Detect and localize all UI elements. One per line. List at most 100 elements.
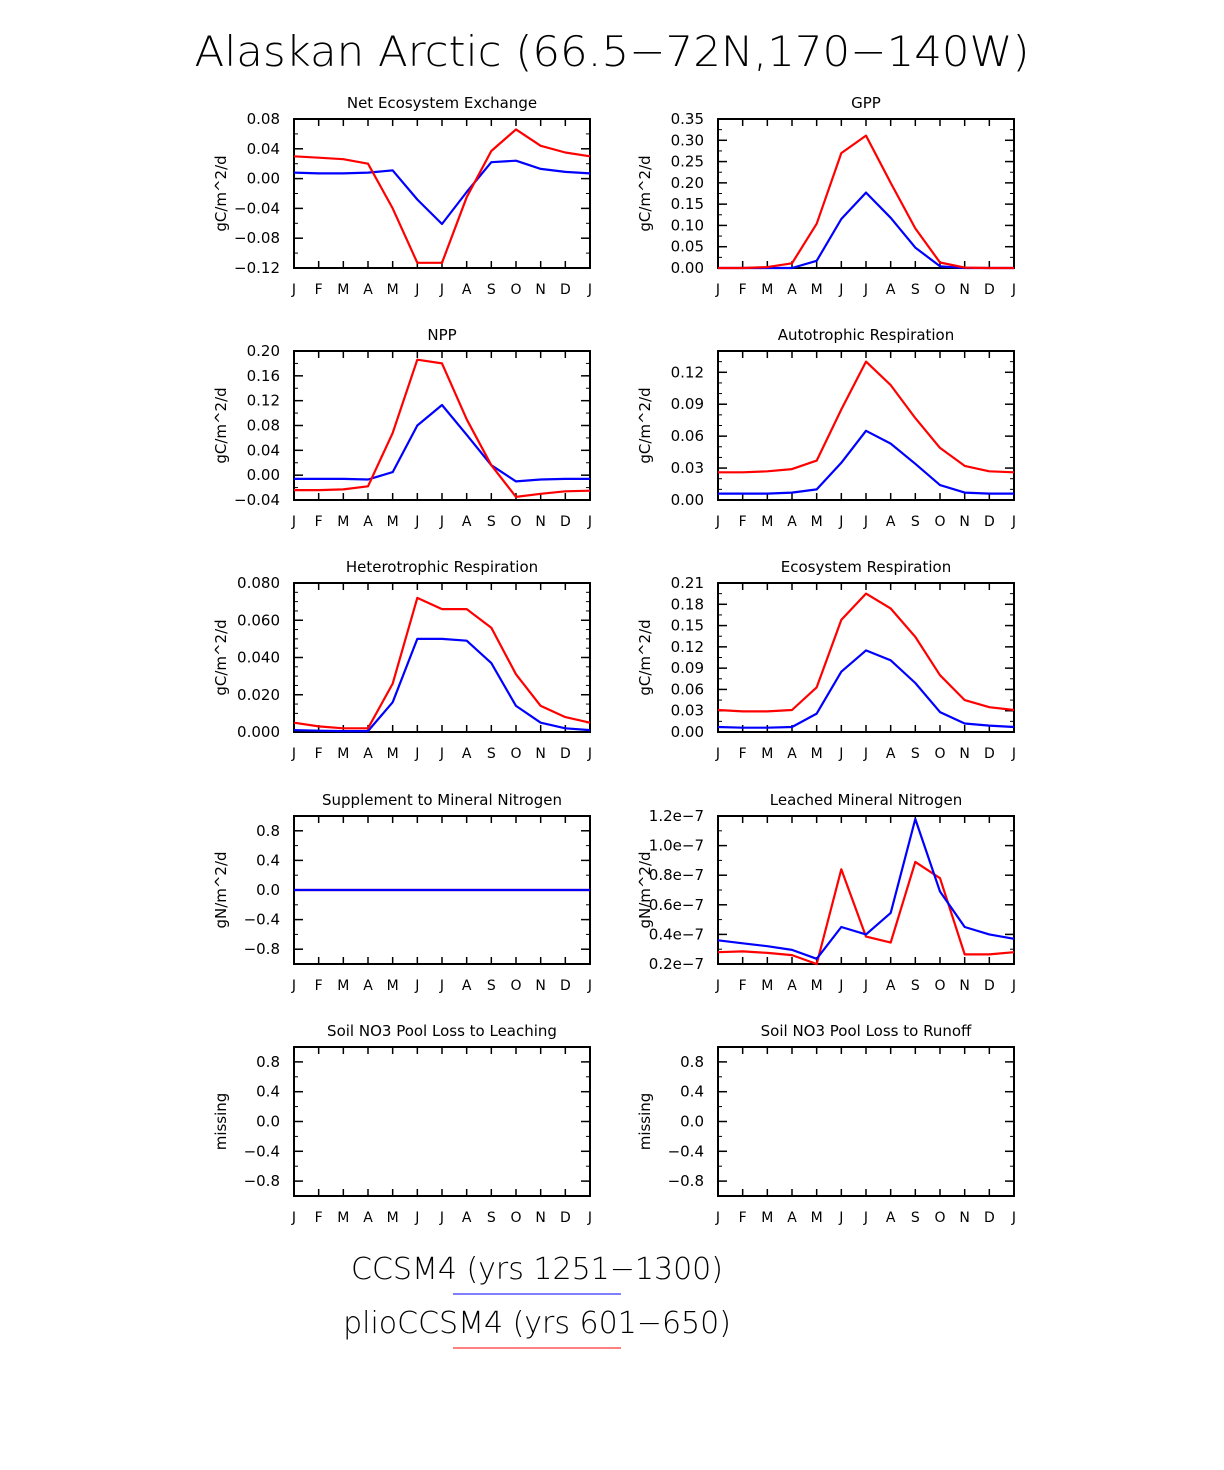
y-tick-label: −0.8 — [668, 1172, 704, 1190]
x-tick-label: D — [984, 978, 995, 994]
x-tick-label: O — [510, 282, 521, 298]
x-tick-label: M — [811, 514, 823, 530]
x-tick-label: J — [838, 978, 843, 994]
y-tick-label: 0.00 — [671, 723, 704, 741]
x-tick-label: M — [337, 282, 349, 298]
y-tick-label: 0.08 — [247, 110, 280, 128]
plot-frame — [717, 1046, 1015, 1197]
y-tick-label: 0.18 — [671, 595, 704, 613]
x-tick-label: J — [863, 282, 868, 298]
y-axis-label: gC/m^2/d — [636, 619, 654, 695]
y-tick-label: 0.03 — [671, 459, 704, 477]
y-axis-label: gC/m^2/d — [636, 387, 654, 463]
y-tick-label: 0.20 — [671, 174, 704, 192]
x-tick-label: J — [587, 746, 592, 762]
x-tick-label: N — [959, 746, 969, 762]
x-tick-label: M — [387, 514, 399, 530]
x-tick-label: D — [984, 746, 995, 762]
plot-frame — [717, 582, 1015, 733]
x-tick-label: F — [315, 746, 323, 762]
series-line-pliocssm4 — [717, 592, 1015, 713]
x-tick-label: S — [911, 746, 920, 762]
x-tick-label: M — [387, 1210, 399, 1226]
y-tick-label: −0.8 — [244, 940, 280, 958]
x-tick-label: J — [439, 514, 444, 530]
panel-title: Supplement to Mineral Nitrogen — [322, 791, 562, 809]
x-tick-label: O — [934, 282, 945, 298]
x-tick-label: M — [337, 978, 349, 994]
y-tick-label: 0.03 — [671, 702, 704, 720]
x-tick-label: J — [414, 514, 419, 530]
legend: CCSM4 (yrs 1251−1300) plioCCSM4 (yrs 601… — [343, 1252, 731, 1349]
series-line-pliocssm4 — [294, 358, 591, 498]
x-tick-label: J — [715, 1210, 720, 1226]
y-tick-label: 0.060 — [237, 611, 280, 629]
figure-title: Alaskan Arctic (66.5−72N,170−140W) — [195, 27, 1030, 76]
x-tick-label: O — [510, 746, 521, 762]
y-tick-label: −0.08 — [234, 229, 280, 247]
y-axis-label: gC/m^2/d — [636, 155, 654, 231]
y-tick-label: 0.06 — [671, 427, 704, 445]
x-tick-label: D — [560, 514, 571, 530]
x-tick-label: J — [1011, 282, 1016, 298]
y-tick-label: 0.00 — [247, 170, 280, 188]
plot-frame — [293, 350, 591, 501]
x-tick-label: M — [811, 1210, 823, 1226]
plot-frame — [717, 350, 1015, 501]
y-tick-label: −0.4 — [244, 911, 280, 929]
x-tick-label: A — [886, 514, 896, 530]
panel-title: Soil NO3 Pool Loss to Runoff — [761, 1022, 972, 1040]
panel-title: Net Ecosystem Exchange — [347, 94, 537, 112]
y-tick-label: 0.25 — [671, 153, 704, 171]
x-tick-label: J — [291, 282, 296, 298]
series-line-ccsm4 — [293, 637, 591, 733]
y-tick-label: 0.15 — [671, 617, 704, 635]
x-tick-label: A — [787, 978, 797, 994]
y-tick-label: 0.04 — [247, 140, 280, 158]
y-tick-label: 0.4 — [680, 1083, 704, 1101]
y-tick-label: 0.4 — [256, 1083, 280, 1101]
series-line-pliocssm4 — [717, 860, 1015, 966]
panel-supplement-to-mineral-nitrogen: Supplement to Mineral Nitrogen gN/m^2/d J F… — [212, 791, 592, 994]
x-tick-label: J — [291, 514, 296, 530]
x-tick-label: A — [363, 282, 373, 298]
x-tick-label: M — [811, 978, 823, 994]
x-tick-label: A — [363, 1210, 373, 1226]
x-tick-label: F — [739, 1210, 747, 1226]
x-tick-label: J — [1011, 746, 1016, 762]
y-tick-label: −0.12 — [234, 259, 280, 277]
x-tick-label: O — [510, 514, 521, 530]
y-tick-label: 0.04 — [247, 441, 280, 459]
x-tick-label: J — [838, 1210, 843, 1226]
x-tick-label: J — [1011, 514, 1016, 530]
y-tick-label: 0.12 — [671, 638, 704, 656]
x-tick-label: F — [739, 282, 747, 298]
x-tick-label: J — [715, 514, 720, 530]
y-tick-label: 0.0 — [680, 1113, 704, 1131]
x-tick-label: O — [934, 746, 945, 762]
series-line-ccsm4 — [718, 429, 1014, 495]
x-tick-label: J — [587, 282, 592, 298]
y-tick-label: 0.12 — [247, 392, 280, 410]
y-tick-label: −0.04 — [234, 491, 280, 509]
y-tick-label: 0.08 — [247, 417, 280, 435]
y-tick-label: 0.020 — [237, 686, 280, 704]
y-tick-label: 0.21 — [671, 574, 704, 592]
x-tick-label: A — [462, 1210, 472, 1226]
x-tick-label: N — [959, 978, 969, 994]
x-tick-label: F — [739, 978, 747, 994]
x-tick-label: J — [587, 514, 592, 530]
panel-title: Autotrophic Respiration — [778, 326, 955, 344]
panel-title: Heterotrophic Respiration — [346, 558, 538, 576]
x-tick-label: M — [337, 514, 349, 530]
series-line-pliocssm4 — [293, 596, 591, 730]
x-tick-label: J — [863, 514, 868, 530]
x-tick-label: M — [337, 746, 349, 762]
x-tick-label: N — [535, 514, 545, 530]
series-line-ccsm4 — [294, 403, 590, 483]
panel-title: Ecosystem Respiration — [781, 558, 951, 576]
x-tick-label: J — [439, 1210, 444, 1226]
y-tick-label: −0.4 — [244, 1142, 280, 1160]
